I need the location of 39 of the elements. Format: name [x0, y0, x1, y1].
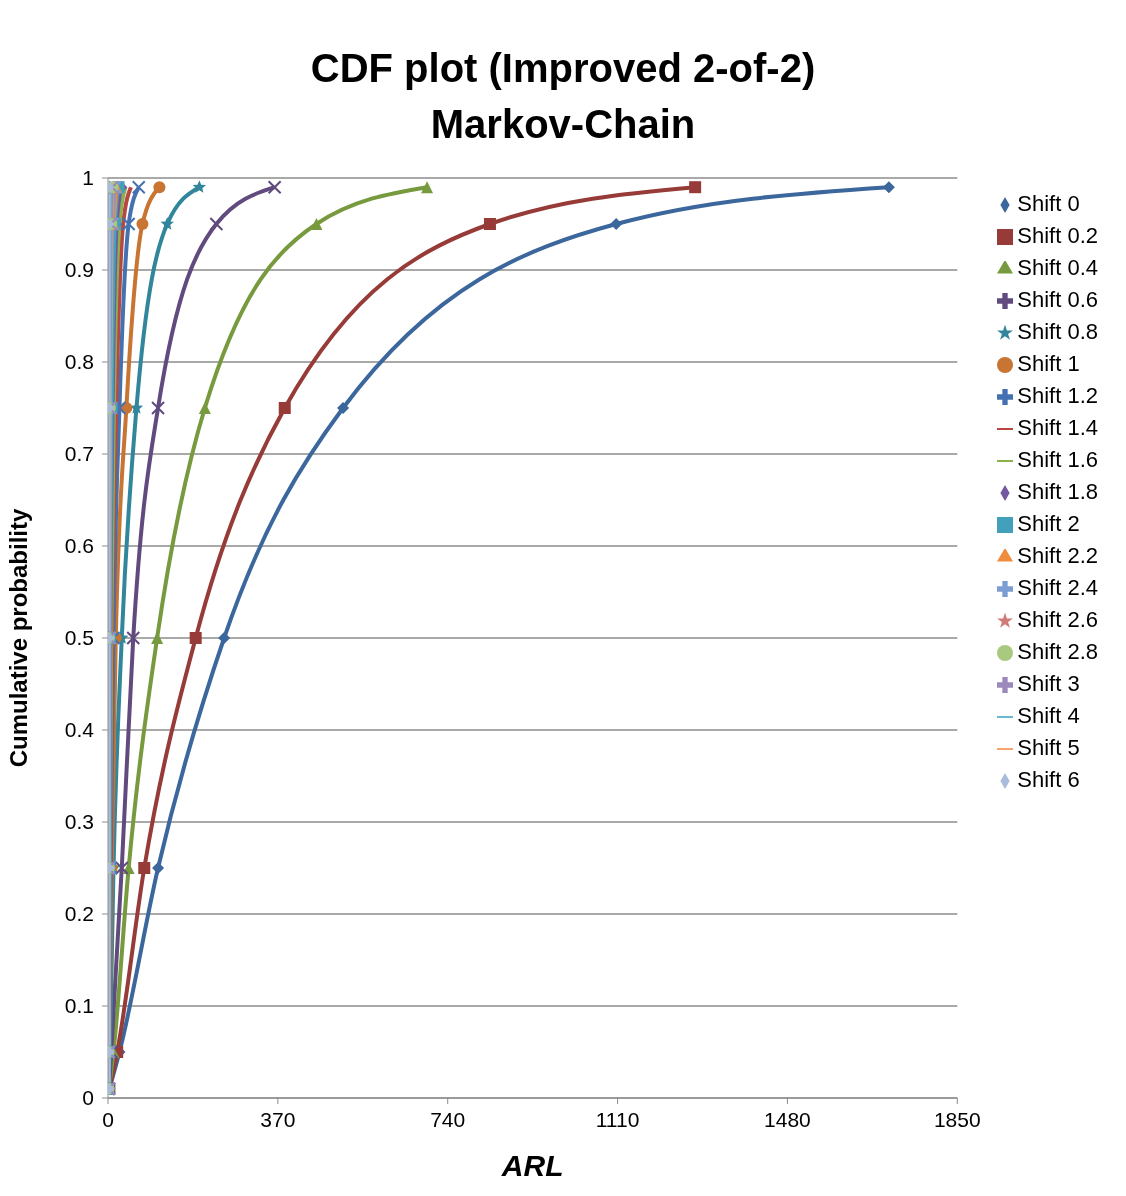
legend-label: Shift 0.4	[1017, 255, 1098, 280]
y-tick-label: 0.1	[64, 994, 94, 1018]
y-tick-label: 1	[82, 166, 94, 190]
legend-label: Shift 0.8	[1017, 319, 1098, 344]
y-tick-label: 0.3	[64, 810, 94, 834]
y-tick-label: 0.6	[64, 534, 94, 558]
y-axis-title: Cumulative probability	[4, 508, 32, 768]
legend-label: Shift 5	[1017, 735, 1080, 760]
legend-label: Shift 6	[1017, 767, 1080, 792]
legend-label: Shift 1.2	[1017, 383, 1098, 408]
y-tick-label: 0.9	[64, 258, 94, 282]
x-tick-label: 1480	[764, 1107, 811, 1131]
legend-label: Shift 1.4	[1017, 415, 1098, 440]
y-tick-label: 0.5	[64, 626, 94, 650]
legend-label: Shift 2	[1017, 511, 1080, 536]
legend-label: Shift 1.8	[1017, 479, 1098, 504]
y-tick-label: 0.4	[64, 718, 95, 742]
legend-label: Shift 2.6	[1017, 607, 1098, 632]
legend-label: Shift 2.2	[1017, 543, 1098, 568]
x-tick-label: 1850	[933, 1107, 981, 1131]
legend-label: Shift 0.2	[1017, 223, 1098, 248]
y-tick-label: 0.2	[64, 902, 94, 926]
legend-label: Shift 3	[1017, 671, 1080, 696]
x-tick-label: 370	[260, 1107, 296, 1131]
y-tick-label: 0.7	[64, 442, 94, 466]
legend-label: Shift 2.8	[1017, 639, 1098, 664]
legend-label: Shift 0.6	[1017, 287, 1098, 312]
x-tick-label: 0	[102, 1107, 114, 1131]
legend-label: Shift 1	[1017, 351, 1080, 376]
legend-label: Shift 0	[1017, 191, 1080, 216]
x-tick-label: 740	[430, 1107, 466, 1131]
x-tick-label: 1110	[595, 1107, 640, 1131]
legend-label: Shift 2.4	[1017, 575, 1098, 600]
chart-title: CDF plot (Improved 2-of-2) Markov-Chain	[309, 45, 817, 148]
y-tick-label: 0.8	[64, 350, 94, 374]
legend-label: Shift 1.6	[1017, 447, 1098, 472]
x-axis-title: ARL	[500, 1149, 564, 1182]
legend-label: Shift 4	[1017, 703, 1080, 728]
y-tick-label: 0	[82, 1086, 94, 1110]
